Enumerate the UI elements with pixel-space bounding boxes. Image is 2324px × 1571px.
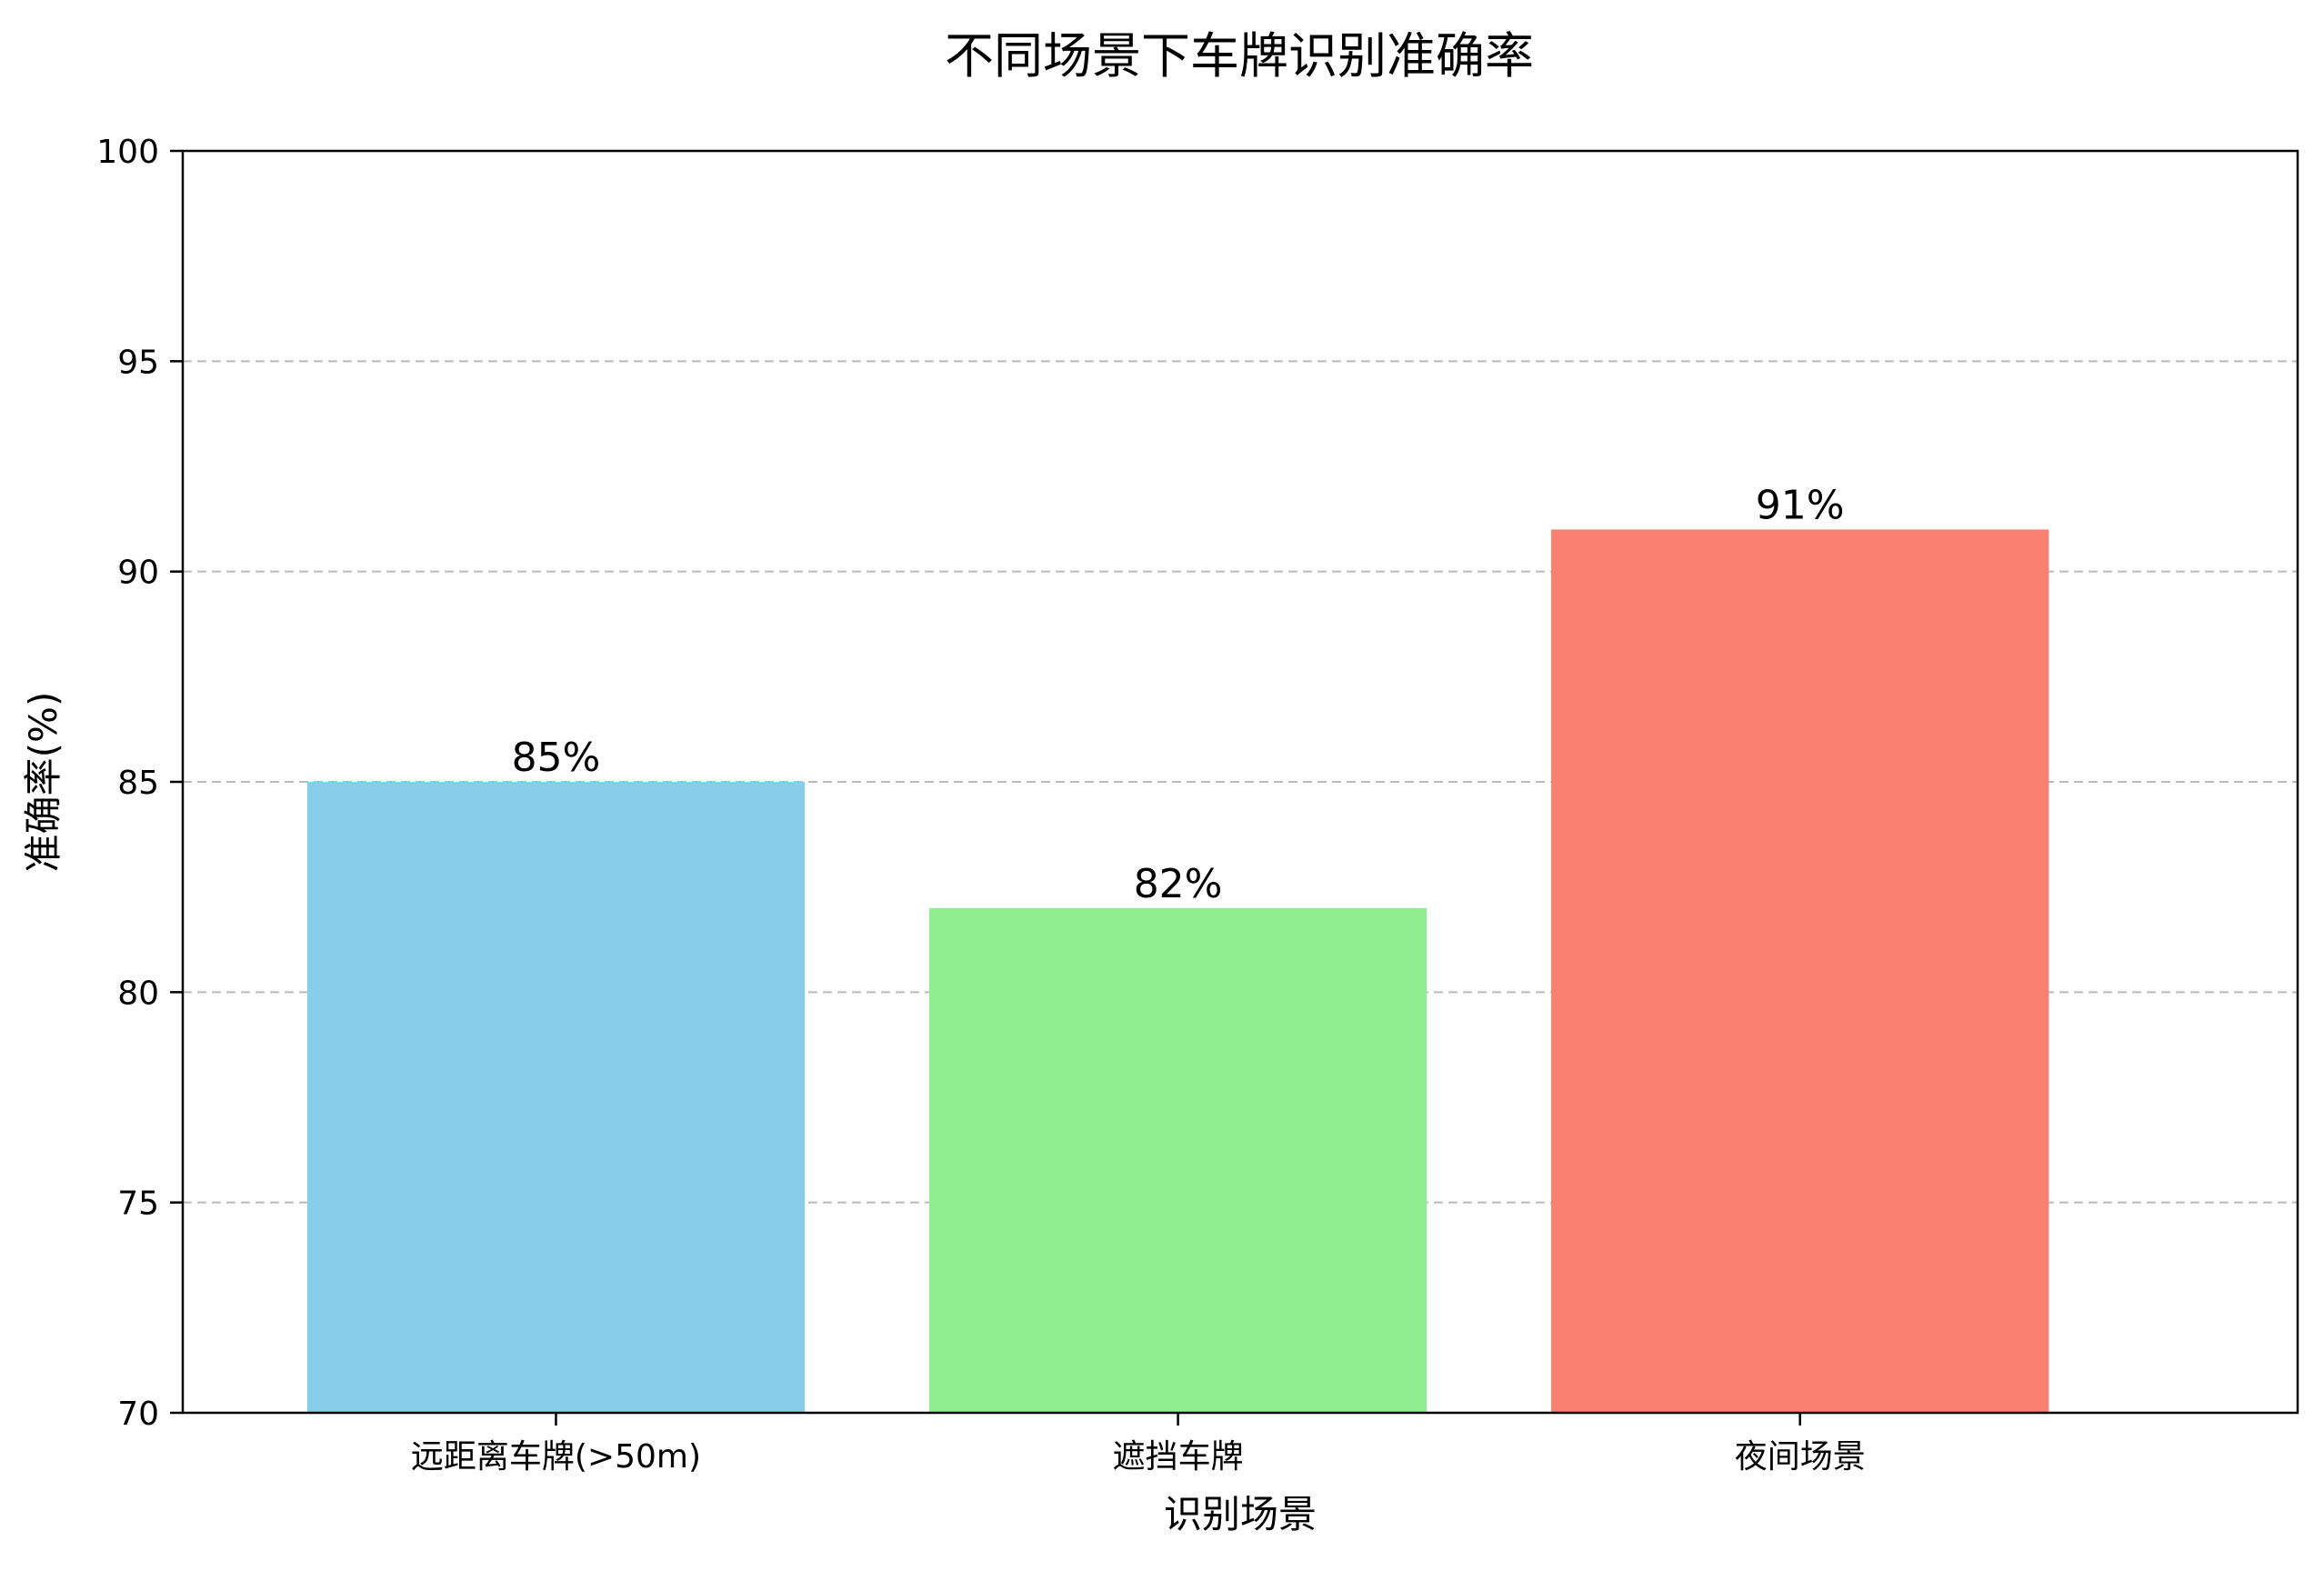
- bar-value-label: 91%: [1756, 482, 1845, 528]
- x-tick-label: 遮挡车牌: [1113, 1438, 1244, 1476]
- x-axis-ticks: 远距离车牌(>50m) 遮挡车牌 夜间场景: [411, 1413, 1866, 1476]
- chart-title: 不同场景下车牌识别准确率: [945, 27, 1534, 85]
- y-tick-label: 80: [117, 975, 159, 1012]
- bar-value-label: 82%: [1134, 861, 1223, 907]
- y-axis-label: 准确率(%): [21, 692, 65, 873]
- bar-value-label: 85%: [512, 735, 601, 781]
- x-tick-label: 夜间场景: [1735, 1438, 1866, 1476]
- y-tick-label: 75: [117, 1186, 159, 1223]
- y-tick-label: 100: [96, 134, 159, 171]
- y-tick-label: 70: [117, 1396, 159, 1433]
- bar: [1551, 529, 2049, 1413]
- plot-frame: [181, 149, 2299, 1415]
- y-tick-label: 90: [117, 555, 159, 592]
- y-axis-ticks: 70 75 80 85 90 95 100: [96, 134, 183, 1433]
- bar: [306, 782, 806, 1413]
- x-axis-label: 识别场景: [1164, 1492, 1317, 1536]
- bar: [928, 907, 1427, 1413]
- y-tick-label: 95: [117, 344, 159, 381]
- y-tick-label: 85: [117, 765, 159, 802]
- value-labels: 85% 82% 91%: [512, 482, 1845, 906]
- x-tick-label: 远距离车牌(>50m): [411, 1438, 701, 1476]
- bars: [306, 529, 2049, 1413]
